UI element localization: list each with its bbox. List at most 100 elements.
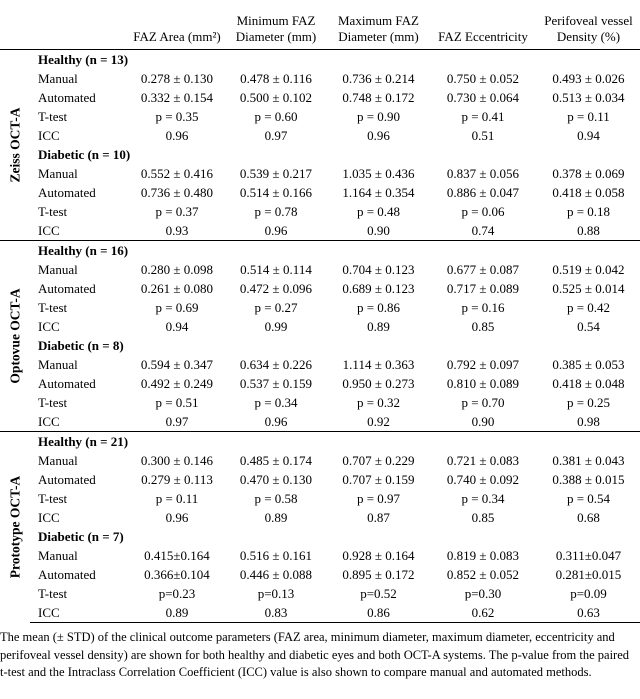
cell-max-faz-diameter: 0.736 ± 0.214 [342,71,415,86]
cell-faz-area: 0.415±0.164 [144,548,210,563]
cell-faz-area: 0.492 ± 0.249 [140,376,214,391]
cell-max-faz-diameter: 0.707 ± 0.229 [342,453,415,468]
table-row: T-test p=0.23 p=0.13 p=0.52 p=0.30 p=0.09 [0,584,640,603]
cell-min-faz-diameter: 0.89 [264,510,288,525]
cell-perifoveal-density: 0.63 [537,603,640,623]
system-label: Optovue OCT-A [7,288,23,384]
table-row: Automated 0.492 ± 0.249 0.537 ± 0.159 0.950… [0,374,640,393]
group-header-row: Optovue OCT-A Healthy (n = 16) [0,240,640,432]
cell-max-faz-diameter: 0.87 [367,510,390,525]
cell-faz-eccentricity: 0.85 [471,510,495,525]
cell-faz-eccentricity: 0.51 [471,128,495,143]
cell-max-faz-diameter: 0.86 [328,603,429,623]
cell-max-faz-diameter: p = 0.48 [356,204,401,219]
header-empty-label [30,0,130,50]
cell-faz-eccentricity: p = 0.16 [461,300,505,315]
cell-faz-area: 0.261 ± 0.080 [140,281,214,296]
table-row: ICC 0.94 0.99 0.89 0.85 0.54 [0,317,640,336]
table-row: Automated 0.332 ± 0.154 0.500 ± 0.102 0.748… [0,88,640,107]
cell-faz-eccentricity: 0.721 ± 0.083 [446,453,520,468]
row-label: Automated [38,90,96,105]
row-label: Automated [38,472,96,487]
group-label: Diabetic (n = 8) [38,338,124,353]
group-header-row: Diabetic (n = 10) [0,145,640,164]
cell-faz-area: 0.279 ± 0.113 [141,472,213,487]
cell-faz-eccentricity: p=0.30 [464,586,502,601]
cell-faz-eccentricity: 0.886 ± 0.047 [446,185,520,200]
table-row: ICC 0.96 0.97 0.96 0.51 0.94 [0,126,640,145]
cell-perifoveal-density: 0.94 [577,128,600,143]
cell-faz-area: 0.300 ± 0.146 [140,453,214,468]
cell-max-faz-diameter: 0.748 ± 0.172 [342,90,415,105]
cell-max-faz-diameter: 0.92 [328,412,429,432]
table-row: T-test p = 0.11 p = 0.58 p = 0.97 p = 0.34 p … [0,489,640,508]
cell-max-faz-diameter: 0.950 ± 0.273 [342,376,415,391]
cell-perifoveal-density: 0.54 [577,319,600,334]
cell-faz-area: 0.552 ± 0.416 [140,166,214,181]
cell-faz-area: 0.594 ± 0.347 [140,357,214,372]
table-row: Automated 0.279 ± 0.113 0.470 ± 0.130 0.707… [0,470,640,489]
cell-min-faz-diameter: 0.83 [224,603,328,623]
cell-max-faz-diameter: 1.114 ± 0.363 [342,357,415,372]
row-label: T-test [38,204,68,219]
cell-faz-area: 0.89 [130,603,224,623]
cell-max-faz-diameter: p = 0.90 [356,109,401,124]
table-row: Manual 0.552 ± 0.416 0.539 ± 0.217 1.035 ± … [0,164,640,183]
cell-perifoveal-density: p = 0.54 [566,491,611,506]
cell-faz-area: 0.96 [165,128,189,143]
group-label: Diabetic (n = 7) [38,529,124,544]
cell-perifoveal-density: p = 0.42 [566,300,611,315]
cell-faz-area: 0.278 ± 0.130 [140,71,214,86]
header-min-faz-diameter: Minimum FAZ Diameter (mm) [224,0,328,50]
group-header-row: Diabetic (n = 8) [0,336,640,355]
cell-faz-eccentricity: 0.74 [429,221,537,241]
cell-perifoveal-density: 0.378 ± 0.069 [552,166,625,181]
cell-perifoveal-density: 0.418 ± 0.058 [552,185,625,200]
table-header-row: FAZ Area (mm²) Minimum FAZ Diameter (mm)… [0,0,640,50]
cell-faz-eccentricity: p = 0.41 [461,109,505,124]
cell-min-faz-diameter: 0.539 ± 0.217 [239,166,313,181]
cell-perifoveal-density: 0.88 [537,221,640,241]
cell-perifoveal-density: p = 0.18 [566,204,611,219]
results-table: FAZ Area (mm²) Minimum FAZ Diameter (mm)… [0,0,640,623]
cell-faz-eccentricity: 0.90 [429,412,537,432]
cell-faz-area: 0.96 [165,510,189,525]
row-label: Manual [38,262,78,277]
cell-faz-area: p = 0.11 [155,491,199,506]
cell-faz-eccentricity: 0.852 ± 0.052 [446,567,520,582]
cell-perifoveal-density: 0.525 ± 0.014 [552,281,625,296]
cell-perifoveal-density: 0.388 ± 0.015 [552,472,625,487]
cell-faz-eccentricity: 0.717 ± 0.089 [446,281,520,296]
cell-max-faz-diameter: p = 0.32 [356,395,401,410]
cell-perifoveal-density: 0.418 ± 0.048 [552,376,625,391]
table-row: Automated 0.366±0.104 0.446 ± 0.088 0.895 ±… [0,565,640,584]
cell-min-faz-diameter: p=0.13 [257,586,295,601]
cell-min-faz-diameter: 0.485 ± 0.174 [239,453,313,468]
cell-faz-area: 0.280 ± 0.098 [140,262,214,277]
cell-min-faz-diameter: p = 0.78 [254,204,298,219]
cell-faz-eccentricity: p = 0.06 [461,204,505,219]
row-label: T-test [38,300,68,315]
row-label: Manual [38,71,78,86]
table-row: Manual 0.300 ± 0.146 0.485 ± 0.174 0.707 ± … [0,451,640,470]
cell-min-faz-diameter: 0.516 ± 0.161 [239,548,313,563]
cell-perifoveal-density: 0.311±0.047 [555,548,622,563]
group-header-row: Diabetic (n = 7) [0,527,640,546]
cell-max-faz-diameter: 0.89 [367,319,390,334]
cell-min-faz-diameter: p = 0.58 [254,491,298,506]
row-label: ICC [30,221,130,241]
header-max-faz-diameter: Maximum FAZ Diameter (mm) [328,0,429,50]
table-body: Zeiss OCT-A Healthy (n = 13) Manual 0.278 ±… [0,49,640,623]
row-label: Automated [38,567,96,582]
row-label: T-test [38,109,68,124]
table-caption: The mean (± STD) of the clinical outcome… [0,630,629,679]
cell-min-faz-diameter: 0.96 [224,412,328,432]
row-label: Manual [38,548,78,563]
row-label: Automated [38,376,96,391]
cell-min-faz-diameter: 0.472 ± 0.096 [239,281,313,296]
cell-faz-eccentricity: 0.62 [429,603,537,623]
cell-perifoveal-density: p = 0.25 [566,395,611,410]
cell-faz-area: p = 0.69 [155,300,199,315]
header-faz-eccentricity: FAZ Eccentricity [429,0,537,50]
